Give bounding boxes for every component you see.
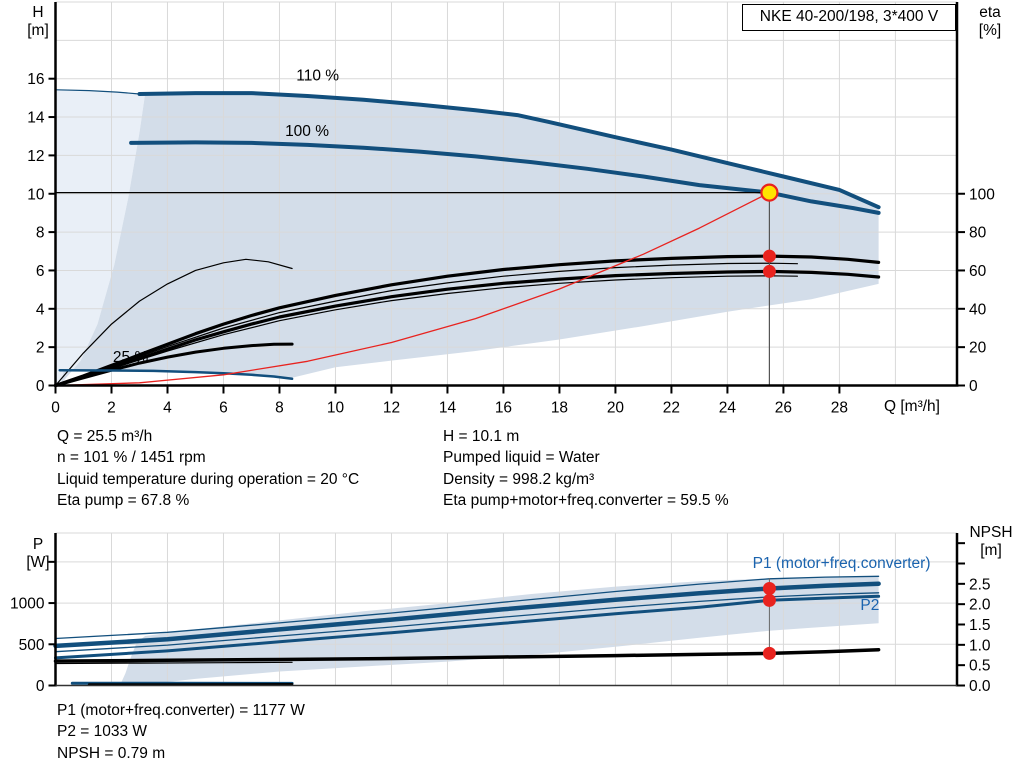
tick-label: 1.0 [969,637,991,654]
tick-label: 16 [495,400,512,417]
duty-info-right: H = 10.1 m Pumped liquid = Water Density… [443,426,729,512]
npsh-axis-label: NPSH [m] [969,524,1013,559]
tick-label: 4 [163,400,172,417]
tick-label: 6 [219,400,228,417]
tick-label: 0 [36,678,45,695]
p-curve-110 [54,575,880,640]
tick-label: 1.5 [969,617,991,634]
tick-label: 14 [27,110,45,127]
pale-low-flow-region [55,90,146,386]
info-line: Q = 25.5 m³/h [57,428,153,445]
speed-curve-110 [137,91,881,210]
tick-label: 22 [663,400,680,417]
p-axis-label: P [W] [26,536,50,571]
info-line: P1 (motor+freq.converter) = 1177 W [57,702,305,719]
npsh-point [762,646,776,660]
power-info: P1 (motor+freq.converter) = 1177 W P2 = … [57,700,305,764]
envelope-top-thin-line [56,89,141,95]
tick-label: 12 [383,400,400,417]
tick-label: 4 [36,301,45,318]
info-line: Eta pump = 67.8 % [57,492,190,510]
speed-curve-25 [58,368,294,381]
p2-curve [54,594,881,660]
eta-curve-low-speed [54,342,294,387]
duty-info-left: Q = 25.5 m³/h n = 101 % / 1451 rpm Liqui… [57,426,359,512]
tick-label: 2 [36,340,45,357]
tick-label: 0 [969,378,978,395]
tick-label: 6 [36,263,45,280]
annotation-25-: 25 % [113,349,149,366]
tick-label: 16 [27,71,44,88]
eta-thin-a [54,262,799,387]
annotation-100-: 100 % [285,123,329,140]
tick-label: 10 [327,400,345,417]
power-npsh-chart: 0 500 1000 0.0 0.5 1.0 1.5 2.0 2.5 P1 (motor+freq… [10,532,991,695]
duty-point[interactable] [760,183,779,202]
p1-curve [53,581,881,649]
tick-label: 0.5 [969,658,991,675]
tick-label: 12 [27,148,44,165]
info-line: P2 = 1033 W [57,723,148,741]
npsh-curve [53,647,881,663]
tick-label: 80 [969,225,987,242]
info-line: Eta pump+motor+freq.converter = 59.5 % [443,492,729,510]
tick-label: 14 [439,400,457,417]
tick-label: 18 [551,400,568,417]
npsh-thin-curve [54,661,293,665]
eta-axis-label: eta [%] [978,4,1002,39]
pump-title: NKE 40-200/198, 3*400 V [759,8,939,25]
eta-pump-curve [53,254,881,388]
tick-label: 20 [607,400,625,417]
info-line: H = 10.1 m [443,428,520,445]
tick-label: 2 [107,400,116,417]
annotation-p1-motor-freq-converter-: P1 (motor+freq.converter) [753,555,931,572]
pump-title-box: NKE 40-200/198, 3*400 V [742,4,956,31]
tick-label: 60 [969,263,987,280]
eta-total-point [762,264,776,278]
eta-arc-low-speed [54,258,293,387]
info-line: Density = 998.2 kg/m³ [443,470,595,488]
eta-thin-b [54,275,799,387]
p-curve-mid [54,592,880,653]
annotation-110-: 110 % [296,68,339,85]
eta-pump-point [762,249,776,263]
tick-label: 100 [969,186,995,203]
info-line: Pumped liquid = Water [443,449,600,467]
system-curve [54,191,771,387]
p1-point [762,581,776,595]
tick-label: 24 [719,400,737,417]
tick-label: 26 [775,400,792,417]
tick-label: 10 [27,186,45,203]
eta-total-curve [53,269,881,388]
tick-label: 0 [51,400,60,417]
q-axis-label: Q [m³/h] [884,398,940,415]
tick-label: 500 [19,637,45,654]
tick-label: 28 [831,400,848,417]
tick-label: 8 [275,400,284,417]
tick-label: 0.0 [969,678,991,695]
tick-label: 1000 [10,596,45,613]
info-line: NPSH = 0.79 m [57,744,166,762]
tick-label: 2.5 [969,576,991,593]
speed-curve-100 [129,140,881,215]
operating-envelope [61,93,879,384]
tick-label: 20 [969,340,987,357]
tick-label: 40 [969,301,987,318]
p2-point [762,593,776,607]
tick-label: 0 [36,378,45,395]
info-line: Liquid temperature during operation = 20… [57,470,360,488]
h-axis-label: H [m] [27,4,49,39]
tick-label: 2.0 [969,597,991,614]
annotation-p2: P2 [860,597,879,614]
tick-label: 8 [36,225,45,242]
info-line: n = 101 % / 1451 rpm [57,449,206,467]
